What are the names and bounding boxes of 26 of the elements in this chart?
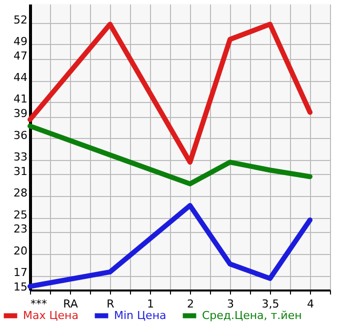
- y-tick-label: 44: [14, 71, 28, 84]
- y-tick-label: 28: [14, 186, 28, 200]
- x-tick-label: 1: [147, 298, 154, 310]
- y-tick-label: 36: [14, 128, 28, 142]
- y-tick-label: 52: [14, 13, 28, 26]
- legend-label: Max Цена: [23, 308, 78, 322]
- x-tick-label: RA: [63, 298, 78, 310]
- y-tick-label: 20: [14, 244, 28, 258]
- y-tick-label: 33: [14, 150, 28, 164]
- x-tick-label: ***: [30, 298, 48, 310]
- x-tick-label: 2: [187, 298, 194, 310]
- x-tick-label: R: [106, 298, 115, 310]
- y-tick-label: 17: [14, 266, 28, 280]
- y-tick-label: 23: [14, 222, 28, 236]
- y-tick-label: 31: [14, 164, 28, 178]
- y-tick-label: 25: [14, 208, 28, 222]
- x-tick-label: 3: [227, 298, 234, 310]
- y-tick-label: 15: [14, 280, 28, 294]
- legend-label: Min Цена: [114, 308, 166, 322]
- y-tick-label: 49: [14, 34, 28, 48]
- y-tick-label: 47: [14, 49, 28, 62]
- x-tick-label: 4: [307, 298, 314, 310]
- legend-label: Сред.Цена, т.йен: [202, 308, 302, 322]
- y-tick-label: 39: [14, 107, 28, 120]
- y-tick-label: 41: [14, 92, 28, 106]
- x-tick-label: 3,5: [262, 298, 280, 310]
